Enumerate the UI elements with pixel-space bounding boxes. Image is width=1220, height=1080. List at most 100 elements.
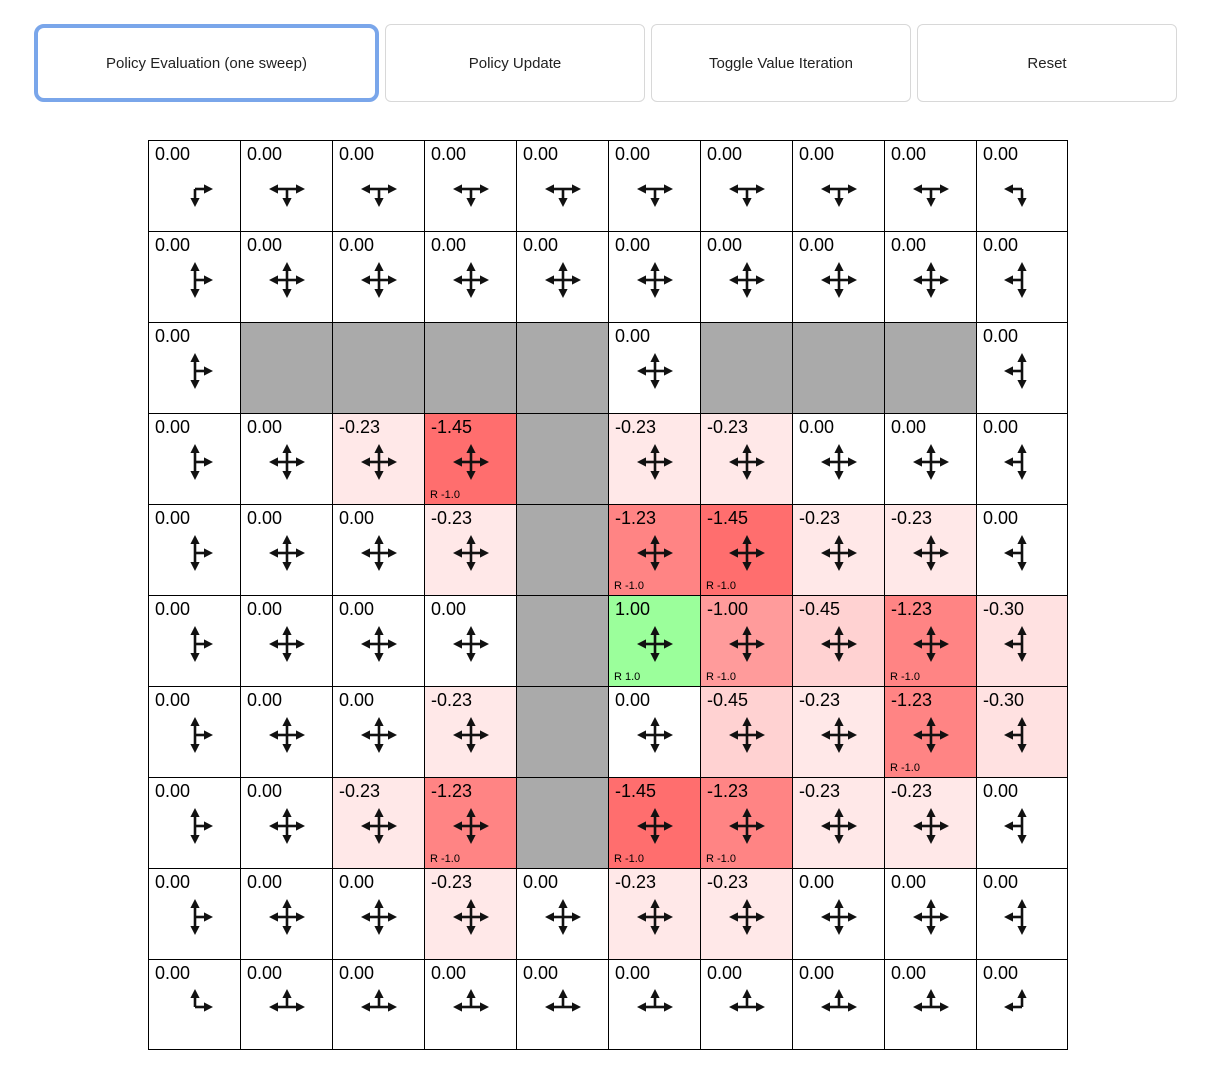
grid-cell[interactable]: 0.00 — [792, 959, 884, 1050]
grid-cell[interactable]: -0.23 — [792, 777, 884, 868]
grid-cell[interactable]: 0.00 — [148, 686, 240, 777]
grid-cell[interactable]: -0.23 — [424, 686, 516, 777]
wall-cell[interactable] — [700, 322, 792, 413]
grid-cell[interactable]: 0.00 — [332, 595, 424, 686]
grid-cell[interactable]: -1.45 R -1.0 — [608, 777, 700, 868]
wall-cell[interactable] — [884, 322, 976, 413]
grid-cell[interactable]: 0.00 — [516, 868, 608, 959]
grid-cell[interactable]: 0.00 — [240, 231, 332, 322]
grid-cell[interactable]: -0.45 — [792, 595, 884, 686]
grid-cell[interactable]: 0.00 — [976, 140, 1068, 231]
grid-cell[interactable]: -0.30 — [976, 686, 1068, 777]
grid-cell[interactable]: 0.00 — [332, 959, 424, 1050]
grid-cell[interactable]: -0.23 — [608, 413, 700, 504]
wall-cell[interactable] — [516, 686, 608, 777]
grid-cell[interactable]: 0.00 — [976, 413, 1068, 504]
grid-cell[interactable]: 0.00 — [608, 322, 700, 413]
grid-cell[interactable]: 0.00 — [148, 322, 240, 413]
grid-cell[interactable]: -0.23 — [424, 868, 516, 959]
wall-cell[interactable] — [424, 322, 516, 413]
reset-button[interactable]: Reset — [917, 24, 1177, 102]
grid-cell[interactable]: 0.00 — [976, 322, 1068, 413]
policy-update-button[interactable]: Policy Update — [385, 24, 645, 102]
grid-cell[interactable]: 0.00 — [240, 413, 332, 504]
wall-cell[interactable] — [516, 322, 608, 413]
toggle-value-iteration-button[interactable]: Toggle Value Iteration — [651, 24, 911, 102]
grid-cell[interactable]: 0.00 — [148, 504, 240, 595]
grid-cell[interactable]: -0.23 — [608, 868, 700, 959]
grid-cell[interactable]: 0.00 — [792, 413, 884, 504]
grid-cell[interactable]: 0.00 — [516, 140, 608, 231]
wall-cell[interactable] — [516, 777, 608, 868]
grid-cell[interactable]: 0.00 — [240, 959, 332, 1050]
grid-cell[interactable]: -1.00 R -1.0 — [700, 595, 792, 686]
grid-cell[interactable]: -0.23 — [792, 504, 884, 595]
grid-cell[interactable]: 0.00 — [424, 595, 516, 686]
grid-cell[interactable]: 0.00 — [148, 959, 240, 1050]
grid-cell[interactable]: 0.00 — [884, 231, 976, 322]
grid-cell[interactable]: 0.00 — [148, 777, 240, 868]
grid-cell[interactable]: 0.00 — [332, 231, 424, 322]
grid-cell[interactable]: -0.23 — [332, 413, 424, 504]
grid-cell[interactable]: -0.23 — [884, 777, 976, 868]
grid-cell[interactable]: 0.00 — [700, 231, 792, 322]
grid-cell[interactable]: 0.00 — [884, 413, 976, 504]
grid-cell[interactable]: -0.30 — [976, 595, 1068, 686]
grid-cell[interactable]: 0.00 — [700, 959, 792, 1050]
grid-cell[interactable]: 0.00 — [976, 868, 1068, 959]
grid-cell[interactable]: 0.00 — [700, 140, 792, 231]
grid-cell[interactable]: 0.00 — [884, 959, 976, 1050]
grid-cell[interactable]: 0.00 — [792, 231, 884, 322]
grid-cell[interactable]: 0.00 — [884, 140, 976, 231]
grid-cell[interactable]: -0.23 — [332, 777, 424, 868]
wall-cell[interactable] — [792, 322, 884, 413]
wall-cell[interactable] — [516, 595, 608, 686]
grid-cell[interactable]: 0.00 — [976, 504, 1068, 595]
grid-cell[interactable]: -1.23 R -1.0 — [700, 777, 792, 868]
grid-cell[interactable]: -0.23 — [700, 413, 792, 504]
grid-cell[interactable]: 0.00 — [976, 231, 1068, 322]
policy-evaluation-button[interactable]: Policy Evaluation (one sweep) — [34, 24, 379, 102]
grid-cell[interactable]: -1.45 R -1.0 — [424, 413, 516, 504]
grid-cell[interactable]: 0.00 — [424, 140, 516, 231]
grid-cell[interactable]: 0.00 — [976, 777, 1068, 868]
grid-cell[interactable]: 0.00 — [884, 868, 976, 959]
grid-cell[interactable]: 1.00 R 1.0 — [608, 595, 700, 686]
grid-cell[interactable]: 0.00 — [148, 140, 240, 231]
grid-cell[interactable]: 0.00 — [148, 595, 240, 686]
grid-cell[interactable]: -1.23 R -1.0 — [884, 595, 976, 686]
grid-cell[interactable]: 0.00 — [608, 231, 700, 322]
grid-cell[interactable]: 0.00 — [240, 868, 332, 959]
wall-cell[interactable] — [332, 322, 424, 413]
grid-cell[interactable]: 0.00 — [148, 413, 240, 504]
grid-cell[interactable]: -1.23 R -1.0 — [884, 686, 976, 777]
grid-cell[interactable]: 0.00 — [792, 868, 884, 959]
grid-cell[interactable]: 0.00 — [792, 140, 884, 231]
grid-cell[interactable]: -0.23 — [700, 868, 792, 959]
wall-cell[interactable] — [240, 322, 332, 413]
grid-cell[interactable]: 0.00 — [516, 959, 608, 1050]
grid-cell[interactable]: 0.00 — [976, 959, 1068, 1050]
grid-cell[interactable]: -0.45 — [700, 686, 792, 777]
grid-cell[interactable]: -0.23 — [792, 686, 884, 777]
wall-cell[interactable] — [516, 413, 608, 504]
grid-cell[interactable]: 0.00 — [240, 686, 332, 777]
grid-cell[interactable]: 0.00 — [148, 231, 240, 322]
grid-cell[interactable]: 0.00 — [240, 140, 332, 231]
grid-cell[interactable]: 0.00 — [332, 504, 424, 595]
grid-cell[interactable]: 0.00 — [516, 231, 608, 322]
grid-cell[interactable]: -0.23 — [424, 504, 516, 595]
grid-cell[interactable]: 0.00 — [608, 686, 700, 777]
grid-cell[interactable]: 0.00 — [148, 868, 240, 959]
grid-cell[interactable]: 0.00 — [332, 140, 424, 231]
grid-cell[interactable]: -0.23 — [884, 504, 976, 595]
wall-cell[interactable] — [516, 504, 608, 595]
grid-cell[interactable]: 0.00 — [332, 686, 424, 777]
grid-cell[interactable]: 0.00 — [240, 777, 332, 868]
grid-cell[interactable]: 0.00 — [424, 231, 516, 322]
grid-cell[interactable]: 0.00 — [240, 595, 332, 686]
grid-cell[interactable]: -1.23 R -1.0 — [608, 504, 700, 595]
grid-cell[interactable]: 0.00 — [332, 868, 424, 959]
grid-cell[interactable]: 0.00 — [608, 959, 700, 1050]
grid-cell[interactable]: 0.00 — [240, 504, 332, 595]
